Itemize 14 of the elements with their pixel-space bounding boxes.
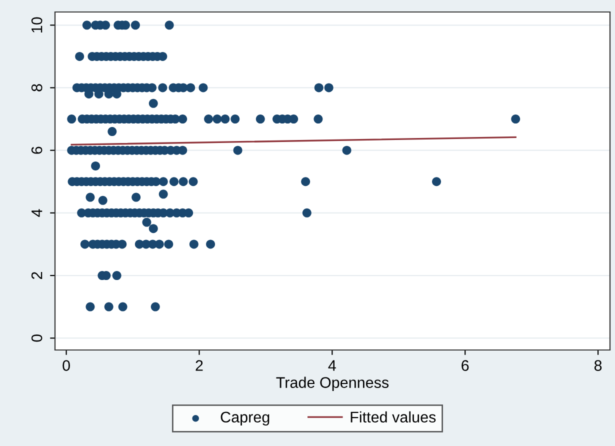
x-tick-label: 4 [328,360,336,371]
y-tick-label: 4 [32,209,42,217]
x-tick-label: 2 [196,360,203,371]
legend-label: Fitted values [350,411,436,423]
x-tick-label: 0 [62,360,70,371]
y-tick-label: 2 [31,272,42,279]
y-tick-label: 10 [31,17,42,32]
y-tick-label: 0 [31,334,42,342]
x-tick-label: 8 [594,360,602,371]
y-tick-label: 6 [31,146,42,154]
legend-label: Capreg [220,412,270,426]
x-axis-title: Trade Openness [276,376,389,391]
y-tick-label: 8 [31,84,42,92]
x-tick-label: 6 [462,360,469,371]
